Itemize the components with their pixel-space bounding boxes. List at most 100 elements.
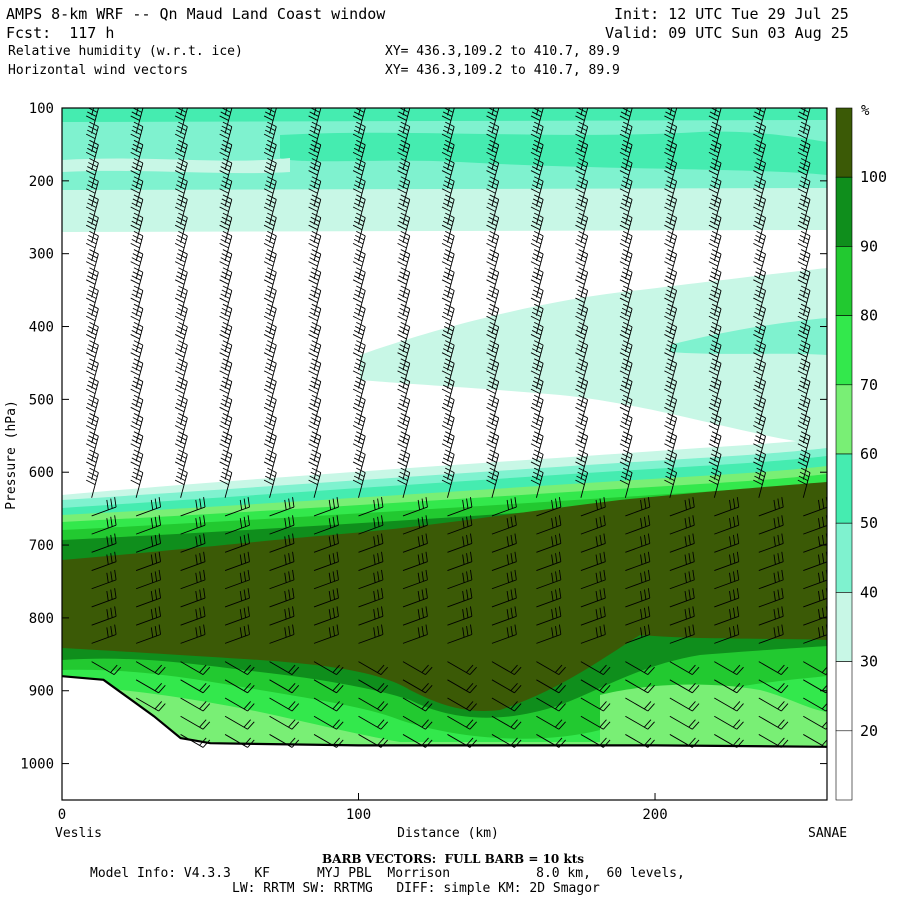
colorbar-label: 100 (860, 168, 887, 186)
wind-barb-feather (311, 413, 321, 419)
wind-barb-feather (710, 125, 721, 132)
wind-barb-shaft (91, 253, 99, 280)
wind-barb-feather (443, 435, 454, 441)
wind-barb-feather (292, 588, 295, 599)
wind-barb-feather (130, 151, 140, 158)
wind-barb-feather (86, 425, 96, 431)
wind-barb-shaft (447, 162, 455, 189)
wind-barb-feather (710, 289, 721, 295)
wind-barb-shaft (536, 697, 560, 712)
wind-barb-shaft (447, 454, 455, 480)
wind-barb-feather (797, 297, 807, 303)
wind-barb (269, 661, 300, 675)
wind-barb-feather (488, 435, 498, 441)
wind-barb-feather (88, 398, 98, 405)
wind-barb-feather (88, 471, 98, 478)
wind-barb-feather (665, 348, 675, 354)
wind-barb-feather (220, 238, 230, 245)
wind-barb-shaft (180, 162, 188, 189)
wind-barb-shaft (269, 417, 277, 444)
wind-barb-feather (622, 230, 633, 237)
wind-barb-feather (399, 180, 409, 186)
wind-barb-shaft (313, 345, 322, 371)
wind-barb-feather (780, 739, 789, 748)
wind-barb-shaft (803, 715, 827, 730)
wind-barb-feather (336, 569, 339, 580)
wind-barb (86, 322, 99, 353)
wind-barb-shaft (135, 326, 144, 353)
wind-barb-feather (221, 289, 231, 295)
wind-barb-feather (621, 180, 632, 186)
wind-barb-feather (352, 352, 363, 358)
wind-barb-feather (355, 417, 365, 423)
wind-barb-feather (554, 719, 563, 728)
wind-barb-feather (308, 352, 318, 358)
wind-barb-feather (355, 307, 365, 314)
wind-barb-feather (487, 293, 497, 299)
wind-barb-feather (247, 666, 255, 675)
wind-barb-feather (800, 322, 811, 328)
wind-barb (486, 394, 500, 425)
wind-barb-feather (756, 322, 766, 328)
wind-barb (263, 108, 277, 134)
wind-barb-feather (530, 406, 541, 413)
wind-barb-feather (87, 220, 97, 227)
wind-barb-feather (664, 334, 674, 340)
wind-barb-shaft (224, 661, 248, 675)
colorbar-label: 70 (860, 376, 878, 394)
wind-barb (625, 569, 651, 590)
wind-barb (486, 108, 500, 134)
wind-barb (86, 358, 99, 389)
wind-barb-feather (709, 257, 720, 263)
wind-barb-shaft (91, 561, 117, 571)
wind-barb-shaft (447, 436, 455, 462)
wind-barb-feather (89, 340, 99, 346)
colorbar-label: 90 (860, 237, 878, 255)
wind-barb-feather (684, 609, 687, 620)
wind-barb (358, 697, 389, 712)
wind-barb-feather (578, 176, 588, 182)
wind-barb (486, 194, 500, 225)
wind-barb (491, 734, 522, 748)
wind-barb (491, 551, 517, 571)
wind-barb-shaft (447, 561, 473, 571)
wind-barb-feather (578, 194, 588, 200)
wind-barb-shaft (758, 734, 782, 748)
wind-barb-feather (576, 402, 586, 409)
wind-barb-shaft (269, 597, 295, 608)
wind-barb-feather (510, 719, 518, 728)
wind-barb-shaft (313, 597, 339, 608)
wind-barb-feather (753, 188, 763, 194)
wind-barb-feather (708, 151, 719, 158)
wind-barb-feather (130, 352, 140, 358)
wind-barb-feather (398, 384, 408, 390)
wind-barb (308, 322, 322, 353)
wind-barb-shaft (447, 472, 455, 498)
wind-barb-shaft (669, 524, 695, 535)
wind-barb-feather (754, 220, 764, 227)
wind-barb-feather (488, 289, 498, 295)
wind-barb-feather (799, 180, 810, 186)
wind-barb (180, 588, 206, 608)
wind-barb-feather (667, 139, 677, 146)
wind-barb-feather (442, 220, 453, 227)
wind-barb-feather (219, 461, 229, 467)
wind-barb-shaft (713, 162, 722, 189)
wind-barb-feather (243, 571, 247, 582)
wind-barb-feather (532, 162, 543, 168)
wind-barb-feather (445, 358, 455, 364)
wind-barb-feather (469, 666, 477, 675)
wind-barb-feather (267, 158, 277, 164)
wind-barb-feather (266, 307, 276, 314)
wind-barb-shaft (269, 144, 277, 171)
wind-barb-feather (353, 330, 364, 336)
wind-barb-feather (664, 224, 674, 231)
wind-barb (358, 624, 384, 644)
wind-barb-feather (622, 249, 633, 255)
wind-barb (91, 533, 117, 553)
wind-barb-feather (488, 234, 498, 241)
y-tick-label: 400 (29, 320, 54, 336)
wind-barb-feather (355, 326, 365, 332)
wind-barb-shaft (224, 506, 250, 517)
wind-barb-shaft (669, 506, 695, 517)
